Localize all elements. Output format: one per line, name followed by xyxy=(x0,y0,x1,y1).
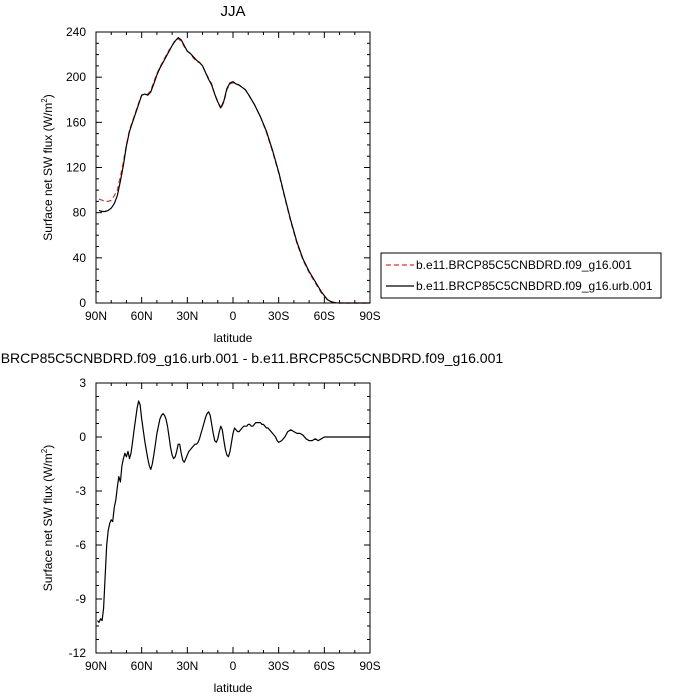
x-axis-label: latitude xyxy=(214,331,253,345)
x-tick-label: 30N xyxy=(176,659,198,673)
x-tick-label: 90S xyxy=(359,309,380,323)
y-tick-label: 40 xyxy=(73,251,87,265)
x-tick-label: 30S xyxy=(268,659,289,673)
plot-frame xyxy=(95,382,371,654)
legend-label-1: b.e11.BRCP85C5CNBDRD.f09_g16.urb.001 xyxy=(416,279,653,293)
y-tick-label: 0 xyxy=(79,430,86,444)
y-axis-label-tail: ) xyxy=(41,94,55,98)
x-tick-label: 90N xyxy=(85,659,107,673)
legend-box xyxy=(380,252,662,299)
x-tick-label: 0 xyxy=(230,309,237,323)
y-tick-label: 200 xyxy=(66,70,86,84)
y-tick-label: 160 xyxy=(66,115,86,129)
x-tick-label: 30S xyxy=(268,309,289,323)
y-axis-label-tail: ) xyxy=(41,445,55,449)
y-axis-label-main: Surface net SW flux (W/m xyxy=(41,103,55,241)
x-tick-label: 60N xyxy=(131,309,153,323)
y-axis-label: Surface net SW flux (W/m2) xyxy=(40,445,55,591)
x-tick-label: 0 xyxy=(230,659,237,673)
x-tick-label: 60S xyxy=(314,309,335,323)
y-tick-label: -12 xyxy=(69,646,87,660)
chart-title: b.e11.BRCP85C5CNBDRD.f09_g16.urb.001 - b… xyxy=(0,350,503,366)
series-line-1-0 xyxy=(97,400,370,624)
legend-label-0: b.e11.BRCP85C5CNBDRD.f09_g16.001 xyxy=(416,258,632,272)
y-tick-label: -6 xyxy=(75,538,86,552)
x-tick-label: 60N xyxy=(131,659,153,673)
y-tick-label: 3 xyxy=(79,376,86,390)
y-axis-label-superscript: 2 xyxy=(40,98,49,103)
y-tick-label: -3 xyxy=(75,484,86,498)
chart-jja: 90N 60N 30N 0 30S 60S 90S 0 40 80 120 160 200 240 JJA l… xyxy=(40,3,381,345)
y-tick-label: 80 xyxy=(73,206,87,220)
chart-difference: 90N 60N 30N 0 30S 60S 90S 3 0 -3 -6 -9 -12 b.e11.BRCP… xyxy=(0,350,503,695)
x-tick-label: 60S xyxy=(314,659,335,673)
chart-title: JJA xyxy=(220,3,245,20)
y-tick-label: 0 xyxy=(79,296,86,310)
x-tick-label: 90N xyxy=(85,309,107,323)
x-tick-label: 30N xyxy=(176,309,198,323)
y-tick-label: 240 xyxy=(66,25,86,39)
plot-frame xyxy=(95,31,371,304)
x-tick-label: 90S xyxy=(359,659,380,673)
series-line-0-1 xyxy=(98,36,370,304)
y-axis-label-main: Surface net SW flux (W/m xyxy=(41,453,55,591)
y-axis-label: Surface net SW flux (W/m2) xyxy=(40,94,55,240)
chart-legend: b.e11.BRCP85C5CNBDRD.f09_g16.001 b.e11.BR… xyxy=(380,252,662,299)
x-axis-label: latitude xyxy=(214,681,253,695)
y-axis-label-superscript: 2 xyxy=(40,448,49,453)
series-line-0-0 xyxy=(98,38,370,304)
y-tick-label: -9 xyxy=(75,592,86,606)
y-tick-label: 120 xyxy=(66,161,86,175)
